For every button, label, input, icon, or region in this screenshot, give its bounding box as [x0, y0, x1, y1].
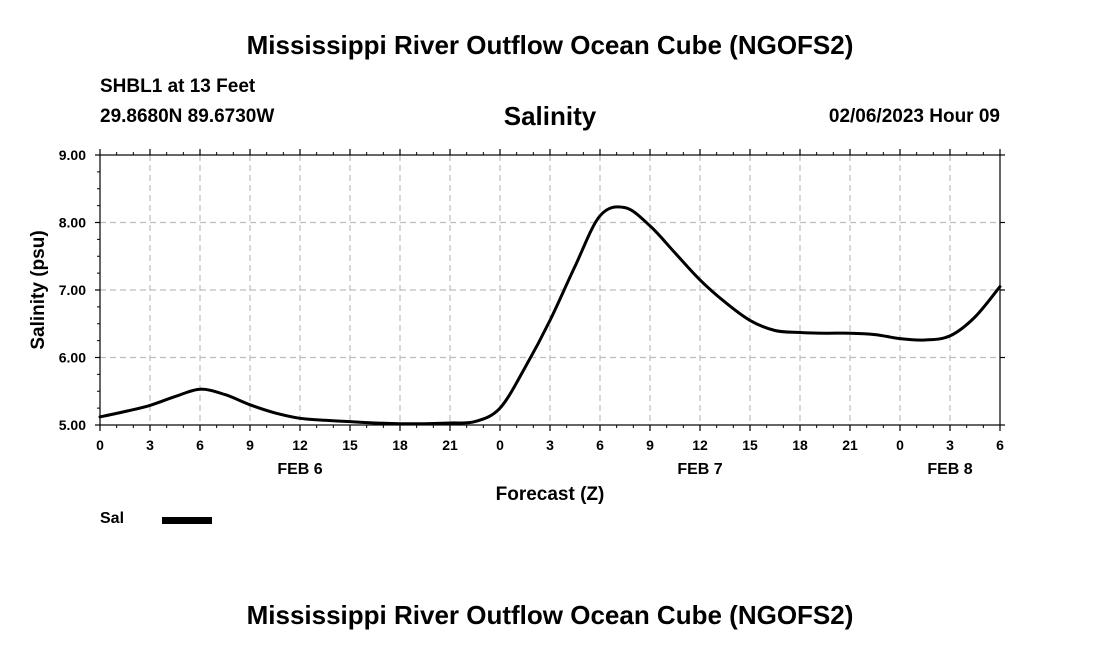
x-tick-label: 9: [646, 437, 654, 453]
x-tick-label: 3: [146, 437, 154, 453]
x-tick-label: 18: [792, 437, 808, 453]
forecast-datetime: 02/06/2023 Hour 09: [828, 106, 1000, 127]
footer-title: Mississippi River Outflow Ocean Cube (NG…: [246, 600, 854, 630]
date-labels: FEB 6 FEB 7 FEB 8: [277, 461, 972, 478]
chart-grid: [100, 155, 1000, 425]
y-tick-label: 8.00: [59, 215, 86, 231]
x-tick-label: 12: [292, 437, 308, 453]
x-tick-label: 6: [196, 437, 204, 453]
page-title: Mississippi River Outflow Ocean Cube (NG…: [246, 30, 854, 60]
x-tick-label: 12: [692, 437, 708, 453]
x-axis-label: Forecast (Z): [496, 484, 605, 505]
y-tick-label: 9.00: [59, 147, 86, 163]
x-tick-label: 3: [946, 437, 954, 453]
x-tick-label: 0: [96, 437, 104, 453]
x-tick-label: 18: [392, 437, 408, 453]
y-tick-label: 5.00: [59, 417, 86, 433]
x-tick-label: 6: [996, 437, 1004, 453]
station-coordinates: 29.8680N 89.6730W: [100, 106, 275, 127]
legend-swatch: [162, 517, 212, 524]
chart-title: Salinity: [503, 101, 597, 131]
y-axis-label: Salinity (psu): [28, 230, 49, 349]
x-tick-label: 15: [742, 437, 758, 453]
date-label: FEB 6: [277, 461, 322, 478]
x-tick-label: 0: [896, 437, 904, 453]
x-tick-label: 15: [342, 437, 358, 453]
date-label: FEB 7: [677, 461, 722, 478]
y-tick-label: 7.00: [59, 282, 86, 298]
x-tick-label: 6: [596, 437, 604, 453]
x-tick-label: 3: [546, 437, 554, 453]
y-axis-tick-labels: 5.00 6.00 7.00 8.00 9.00: [59, 147, 86, 433]
axis-ticks: [95, 149, 1005, 431]
date-label: FEB 8: [927, 461, 972, 478]
x-tick-label: 21: [842, 437, 858, 453]
x-tick-label: 0: [496, 437, 504, 453]
x-tick-label: 9: [246, 437, 254, 453]
legend-label: Sal: [100, 510, 125, 527]
station-label: SHBL1 at 13 Feet: [100, 76, 256, 97]
x-tick-label: 21: [442, 437, 458, 453]
salinity-series-line: [98, 205, 1002, 426]
x-axis-tick-labels: 0 3 6 9 12 15 18 21 0 3 6 9 12 15 18 21 0 3 6: [96, 437, 1004, 453]
y-tick-label: 6.00: [59, 350, 86, 366]
